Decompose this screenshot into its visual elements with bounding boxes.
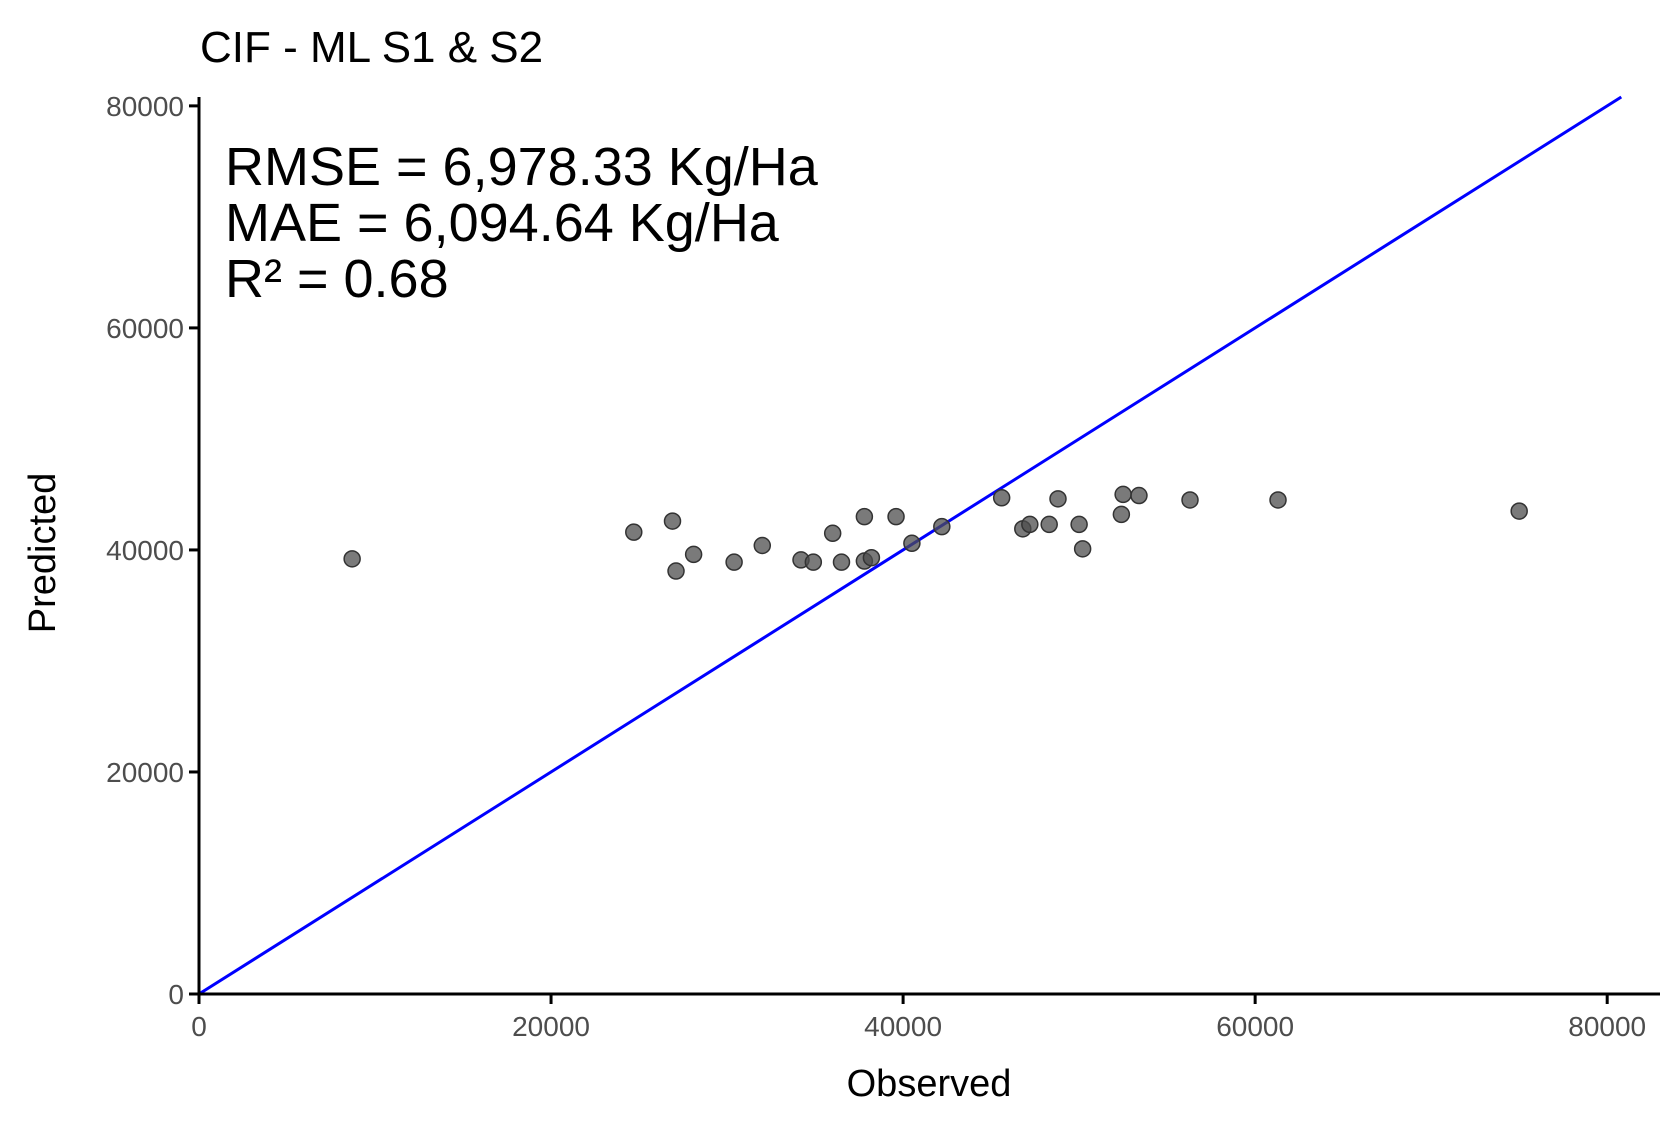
data-point-22 bbox=[1049, 490, 1067, 508]
mae-annotation: MAE = 6,094.64 Kg/Ha bbox=[225, 193, 780, 253]
x-tick-label: 20000 bbox=[512, 1011, 590, 1042]
x-tick-label: 0 bbox=[191, 1011, 207, 1042]
y-tick-label: 0 bbox=[168, 979, 184, 1010]
y-tick-label: 60000 bbox=[106, 313, 184, 344]
data-point-24 bbox=[1073, 540, 1092, 558]
y-axis-ticks: 0 20000 40000 60000 80000 bbox=[106, 91, 199, 1010]
data-point-30 bbox=[1510, 502, 1528, 520]
data-point-25 bbox=[1112, 505, 1131, 524]
y-tick-label: 40000 bbox=[106, 535, 184, 566]
data-point-17 bbox=[933, 517, 951, 536]
data-point-23 bbox=[1070, 515, 1088, 534]
plot-area bbox=[198, 95, 1623, 996]
data-point-12 bbox=[855, 507, 874, 526]
data-point-2 bbox=[625, 523, 643, 541]
data-point-27 bbox=[1130, 486, 1148, 505]
data-point-28 bbox=[1181, 491, 1199, 509]
data-points bbox=[343, 485, 1528, 580]
data-point-26 bbox=[1114, 485, 1132, 504]
x-axis-ticks: 0 20000 40000 60000 80000 bbox=[191, 994, 1646, 1042]
data-point-4 bbox=[667, 562, 685, 580]
data-point-29 bbox=[1269, 491, 1287, 509]
x-axis-title: Observed bbox=[847, 1063, 1012, 1105]
data-point-10 bbox=[823, 524, 842, 543]
r-squared-annotation: R² = 0.68 bbox=[225, 249, 449, 309]
data-point-11 bbox=[832, 553, 851, 571]
data-point-21 bbox=[1040, 515, 1058, 534]
data-point-18 bbox=[992, 489, 1011, 507]
data-point-7 bbox=[753, 536, 772, 555]
data-point-5 bbox=[684, 545, 703, 564]
data-point-6 bbox=[725, 553, 743, 571]
y-tick-label: 20000 bbox=[106, 757, 184, 788]
x-tick-label: 60000 bbox=[1216, 1011, 1294, 1042]
x-tick-label: 80000 bbox=[1568, 1011, 1646, 1042]
chart-title: CIF - ML S1 & S2 bbox=[200, 23, 543, 72]
data-point-1 bbox=[343, 550, 361, 568]
data-point-9 bbox=[804, 553, 823, 571]
data-point-3 bbox=[663, 512, 682, 530]
data-point-16 bbox=[903, 534, 921, 553]
data-point-14 bbox=[862, 548, 881, 567]
data-point-20 bbox=[1021, 515, 1039, 534]
metrics-annotation: RMSE = 6,978.33 Kg/Ha MAE = 6,094.64 Kg/… bbox=[225, 137, 819, 309]
x-tick-label: 40000 bbox=[864, 1011, 942, 1042]
rmse-annotation: RMSE = 6,978.33 Kg/Ha bbox=[225, 137, 819, 197]
y-tick-label: 80000 bbox=[106, 91, 184, 122]
data-point-15 bbox=[887, 507, 905, 526]
y-axis-title: Predicted bbox=[22, 473, 64, 634]
